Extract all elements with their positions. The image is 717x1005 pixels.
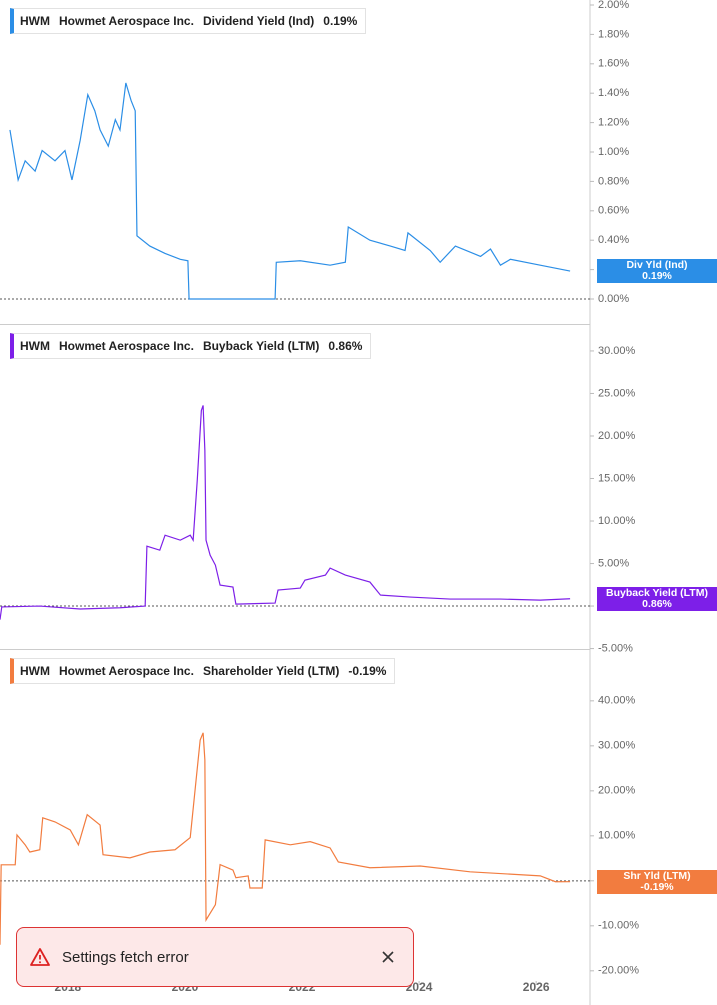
header-ticker: HWM bbox=[20, 664, 50, 678]
y-tick-label: 20.00% bbox=[598, 430, 636, 442]
header-ticker: HWM bbox=[20, 14, 50, 28]
last-value-label: 0.86% bbox=[642, 597, 672, 610]
y-tick-label: 2.00% bbox=[598, 0, 629, 11]
close-button[interactable] bbox=[381, 950, 395, 964]
header-company: Howmet Aerospace Inc. bbox=[59, 664, 194, 678]
y-tick-label: 5.00% bbox=[598, 557, 629, 569]
y-tick-label: 1.40% bbox=[598, 87, 629, 99]
last-value-label: -0.19% bbox=[640, 880, 674, 893]
header-metric: Shareholder Yield (LTM) bbox=[202, 664, 340, 678]
y-tick-label: 0.00% bbox=[598, 293, 629, 305]
series-header: HWM Howmet Aerospace Inc. Shareholder Yiel… bbox=[10, 658, 396, 684]
series-header: HWM Howmet Aerospace Inc. Dividend Yield (… bbox=[10, 8, 367, 34]
last-value-badge: Shr Yld (LTM) -0.19% bbox=[597, 869, 717, 894]
header-value: -0.19% bbox=[348, 664, 387, 678]
series-line bbox=[9, 82, 571, 300]
last-value-badge: Div Yld (Ind) 0.19% bbox=[597, 259, 717, 284]
series-line bbox=[0, 732, 571, 945]
legend-entry: Div Yld (Ind) bbox=[626, 259, 688, 272]
header-metric: Buyback Yield (LTM) bbox=[202, 339, 320, 353]
y-tick-label: 1.00% bbox=[598, 146, 629, 158]
header-company: Howmet Aerospace Inc. bbox=[59, 339, 194, 353]
y-tick-label: -10.00% bbox=[598, 920, 639, 932]
y-tick-label: 0.60% bbox=[598, 205, 629, 217]
header-ticker: HWM bbox=[20, 339, 50, 353]
y-tick-label: 15.00% bbox=[598, 472, 636, 484]
y-tick-label: 10.00% bbox=[598, 830, 636, 842]
header-value: 0.19% bbox=[323, 14, 358, 28]
series-header: HWM Howmet Aerospace Inc. Buyback Yield (L… bbox=[10, 333, 372, 359]
y-tick-label: 1.60% bbox=[598, 58, 629, 70]
y-tick-label: 40.00% bbox=[598, 695, 636, 707]
y-tick-label: -20.00% bbox=[598, 965, 639, 977]
y-tick-label: 30.00% bbox=[598, 345, 636, 357]
last-value-badge: Buyback Yield (LTM) 0.86% bbox=[597, 586, 717, 611]
y-tick-label: 20.00% bbox=[598, 785, 636, 797]
legend-entry: Shr Yld (LTM) bbox=[623, 869, 691, 882]
y-tick-label: -5.00% bbox=[598, 642, 633, 654]
series-line bbox=[0, 405, 571, 620]
y-tick-label: 1.20% bbox=[598, 117, 629, 129]
error-toast: Settings fetch error bbox=[16, 927, 414, 987]
warning-icon bbox=[30, 948, 50, 966]
last-value-label: 0.19% bbox=[642, 270, 672, 283]
y-tick-label: 10.00% bbox=[598, 515, 636, 527]
x-tick-label: 2026 bbox=[523, 980, 550, 994]
y-tick-label: 25.00% bbox=[598, 387, 636, 399]
y-tick-label: 1.80% bbox=[598, 28, 629, 40]
header-metric: Dividend Yield (Ind) bbox=[202, 14, 315, 28]
header-value: 0.86% bbox=[328, 339, 363, 353]
legend-entry: Buyback Yield (LTM) bbox=[606, 586, 708, 599]
y-tick-label: 0.40% bbox=[598, 234, 629, 246]
y-tick-label: 30.00% bbox=[598, 740, 636, 752]
header-company: Howmet Aerospace Inc. bbox=[59, 14, 194, 28]
toast-message: Settings fetch error bbox=[62, 948, 189, 966]
y-tick-label: 0.80% bbox=[598, 175, 629, 187]
